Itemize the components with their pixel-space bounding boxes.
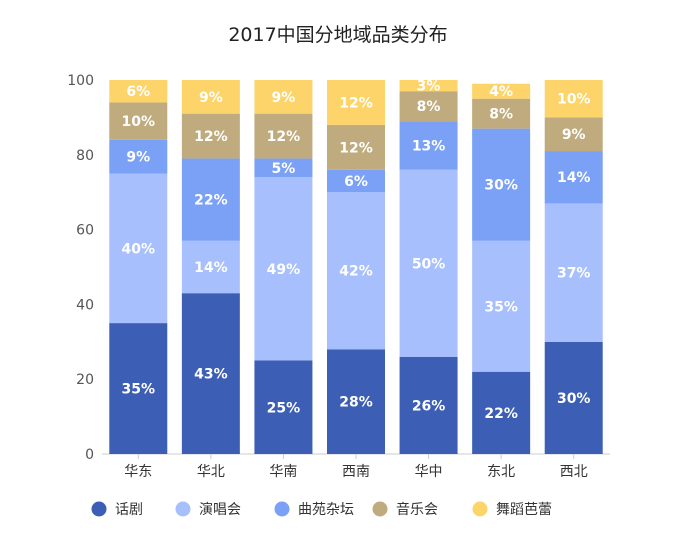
- legend-marker: [472, 501, 488, 517]
- bar-segment: [399, 169, 458, 357]
- bar-segment: [181, 80, 240, 114]
- legend-label: 舞蹈芭蕾: [496, 501, 552, 518]
- data-label: 22%: [484, 406, 518, 422]
- data-label: 35%: [484, 299, 518, 315]
- y-tick-label: 20: [76, 372, 94, 388]
- data-label: 43%: [194, 367, 228, 383]
- bar-segment: [399, 80, 458, 92]
- bar-segment: [109, 323, 168, 454]
- legend-label: 曲苑杂坛: [298, 502, 354, 518]
- data-label: 22%: [194, 193, 228, 209]
- chart-title: 2017中国分地域品类分布: [228, 24, 448, 46]
- data-label: 28%: [339, 395, 373, 411]
- data-label: 6%: [344, 174, 368, 190]
- legend-label: 音乐会: [396, 501, 438, 518]
- bar-segment: [254, 80, 313, 114]
- data-label: 37%: [557, 266, 591, 282]
- bar-segment: [254, 360, 313, 454]
- data-label: 9%: [272, 90, 296, 106]
- legend-label: 话剧: [115, 502, 143, 518]
- bar-segment: [109, 139, 168, 174]
- bar-segment: [254, 113, 313, 159]
- data-label: 30%: [484, 178, 518, 194]
- bar-segment: [327, 169, 385, 193]
- bar-segment: [181, 158, 240, 241]
- bar-segment: [181, 113, 240, 159]
- data-label: 42%: [339, 264, 373, 280]
- data-label: 13%: [412, 138, 446, 154]
- bar-segment: [327, 124, 385, 170]
- bar-segment: [544, 80, 603, 118]
- data-label: 12%: [267, 129, 301, 145]
- y-tick-label: 0: [85, 447, 94, 463]
- legend-marker: [372, 501, 388, 517]
- x-tick-label: 华北: [197, 464, 225, 480]
- data-label: 12%: [194, 129, 228, 145]
- bar-segment: [399, 356, 458, 454]
- legend-marker: [91, 501, 107, 517]
- data-label: 10%: [557, 92, 591, 108]
- x-tick-label: 西北: [560, 464, 588, 480]
- data-label: 8%: [489, 107, 513, 123]
- data-label: 25%: [267, 400, 301, 416]
- bar-segment: [327, 349, 385, 454]
- bar-segment: [181, 240, 240, 294]
- bar-segment: [109, 102, 168, 140]
- bar-segment: [254, 177, 313, 361]
- bar-segment: [544, 203, 603, 342]
- bar-segment: [181, 293, 240, 454]
- data-label: 10%: [122, 114, 156, 130]
- data-label: 5%: [272, 161, 296, 177]
- data-label: 40%: [122, 241, 156, 257]
- bar-segment: [544, 341, 603, 454]
- legend-marker: [274, 501, 290, 517]
- bar-segment: [472, 83, 531, 99]
- data-label: 30%: [557, 391, 591, 407]
- x-tick-label: 华东: [124, 464, 152, 480]
- data-label: 9%: [126, 150, 150, 166]
- data-label: 14%: [557, 170, 591, 186]
- data-label: 14%: [194, 260, 228, 276]
- data-label: 49%: [267, 262, 301, 278]
- bar-segment: [327, 192, 385, 350]
- data-label: 6%: [126, 84, 150, 100]
- bar-segment: [472, 98, 531, 129]
- data-label: 9%: [199, 90, 223, 106]
- y-tick-label: 100: [67, 73, 94, 89]
- bar-segment: [399, 91, 458, 122]
- bar-segment: [254, 158, 313, 178]
- data-label: 12%: [339, 95, 373, 111]
- x-tick-label: 东北: [487, 464, 515, 480]
- y-tick-label: 40: [76, 297, 94, 313]
- bar-segment: [544, 117, 603, 152]
- data-label: 12%: [339, 140, 373, 156]
- x-tick-label: 华南: [269, 464, 297, 480]
- data-label: 35%: [122, 382, 156, 398]
- bar-segment: [327, 80, 385, 125]
- y-tick-label: 80: [76, 148, 94, 164]
- bar-segment: [544, 151, 603, 204]
- bar-segment: [472, 371, 531, 454]
- bar-segment: [109, 80, 168, 103]
- bar-segment: [472, 128, 531, 241]
- legend-marker: [175, 501, 191, 517]
- x-tick-label: 华中: [415, 464, 443, 480]
- data-label: 3%: [417, 79, 441, 95]
- legend-label: 演唱会: [199, 502, 241, 518]
- bar-segment: [399, 121, 458, 170]
- data-label: 9%: [562, 127, 586, 143]
- y-tick-label: 60: [76, 223, 94, 239]
- data-label: 4%: [489, 84, 513, 100]
- bar-segment: [109, 173, 168, 324]
- data-label: 8%: [417, 99, 441, 115]
- data-label: 26%: [412, 398, 446, 414]
- x-tick-label: 西南: [342, 464, 370, 480]
- data-label: 50%: [412, 256, 446, 272]
- bar-segment: [472, 240, 531, 372]
